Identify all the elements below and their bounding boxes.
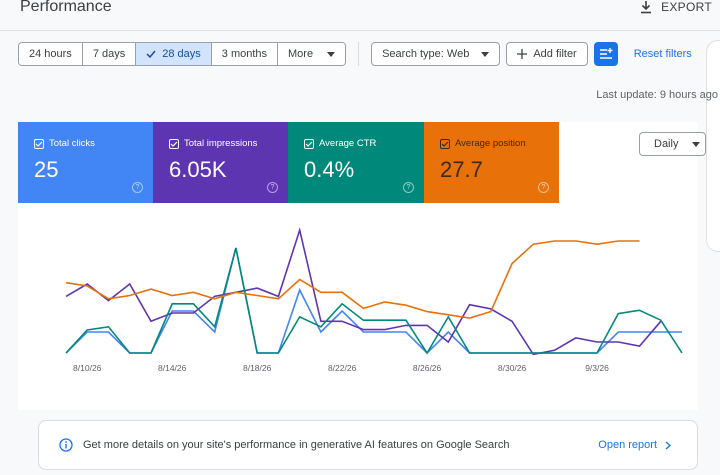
granularity-label: Daily: [654, 138, 679, 150]
open-report-link[interactable]: Open report: [598, 439, 671, 451]
x-tick-label: 8/30/26: [498, 363, 527, 373]
export-button[interactable]: EXPORT: [639, 0, 712, 14]
help-icon[interactable]: ?: [132, 182, 143, 193]
metric-label: Average position: [455, 138, 526, 149]
chevron-right-icon: [665, 440, 671, 450]
x-tick-label: 9/3/26: [585, 363, 609, 373]
dropdown-arrow-icon: [481, 51, 490, 57]
check-icon: [146, 50, 156, 58]
filter-bar: 24 hours 7 days 28 days 3 months More Se…: [18, 42, 692, 66]
filter-list-icon: [599, 48, 613, 59]
performance-card: Total clicks 25 ? Total impressions 6.05…: [18, 122, 706, 410]
range-24-hours[interactable]: 24 hours: [19, 43, 83, 65]
metric-value: 25: [34, 157, 59, 182]
help-icon[interactable]: ?: [403, 182, 414, 193]
metric-label: Total impressions: [184, 138, 258, 149]
series-line-ctr: [65, 247, 683, 355]
date-range-selector: 24 hours 7 days 28 days 3 months More: [18, 42, 347, 66]
granularity-dropdown[interactable]: Daily: [639, 132, 706, 156]
x-tick-label: 8/10/26: [73, 363, 102, 373]
performance-line-chart: 8/10/26 8/14/26 8/18/26 8/22/26 8/26/26 8/30/…: [65, 227, 683, 373]
metric-value: 6.05K: [169, 157, 227, 182]
metric-value: 0.4%: [304, 157, 355, 182]
more-label: More: [288, 48, 314, 60]
download-icon: [641, 1, 652, 14]
x-tick-label: 8/18/26: [243, 363, 272, 373]
series-line-impressions: [65, 227, 662, 356]
banner-text: Get more details on your site's performa…: [83, 439, 510, 451]
more-ranges-dropdown[interactable]: More: [278, 43, 346, 65]
metric-total-impressions[interactable]: Total impressions 6.05K ?: [153, 122, 288, 203]
add-filter-label: Add filter: [533, 48, 577, 60]
search-type-dropdown[interactable]: Search type: Web: [371, 42, 501, 66]
page-title: Performance: [20, 0, 112, 15]
metric-label: Average CTR: [319, 138, 377, 149]
filter-settings-button[interactable]: [593, 42, 618, 66]
range-3-months[interactable]: 3 months: [211, 43, 279, 65]
plus-icon: [517, 49, 528, 59]
reset-filters-link[interactable]: Reset filters: [633, 48, 692, 60]
header-divider: [0, 30, 720, 31]
x-tick-label: 8/14/26: [158, 363, 187, 373]
export-label: EXPORT: [661, 0, 712, 14]
checkbox-checked-icon: [169, 138, 179, 149]
side-panel-edge: [706, 40, 720, 252]
range-7-days[interactable]: 7 days: [82, 43, 137, 65]
metric-average-ctr[interactable]: Average CTR 0.4% ?: [288, 122, 424, 203]
dropdown-arrow-icon: [327, 51, 336, 57]
checkbox-checked-icon: [304, 138, 314, 149]
x-tick-label: 8/22/26: [328, 363, 357, 373]
ai-features-banner: Get more details on your site's performa…: [38, 420, 698, 470]
filter-divider: [358, 42, 360, 66]
range-28-days[interactable]: 28 days: [136, 43, 212, 65]
dropdown-arrow-icon: [692, 141, 701, 147]
last-update-text: Last update: 9 hours ago: [596, 89, 718, 101]
help-icon[interactable]: ?: [538, 182, 549, 193]
metric-total-clicks[interactable]: Total clicks 25 ?: [18, 122, 153, 203]
checkbox-checked-icon: [34, 138, 44, 149]
range-28-days-label: 28 days: [162, 48, 201, 60]
metric-label: Total clicks: [49, 138, 95, 149]
search-type-label: Search type: Web: [382, 48, 470, 60]
open-report-label: Open report: [598, 439, 657, 451]
x-tick-label: 8/26/26: [413, 363, 442, 373]
series-line-position: [65, 240, 640, 319]
help-icon[interactable]: ?: [267, 182, 278, 193]
add-filter-button[interactable]: Add filter: [506, 42, 588, 66]
checkbox-checked-icon: [440, 138, 450, 149]
info-icon: [59, 438, 73, 452]
metric-average-position[interactable]: Average position 27.7 ?: [424, 122, 559, 203]
metric-value: 27.7: [440, 157, 483, 182]
